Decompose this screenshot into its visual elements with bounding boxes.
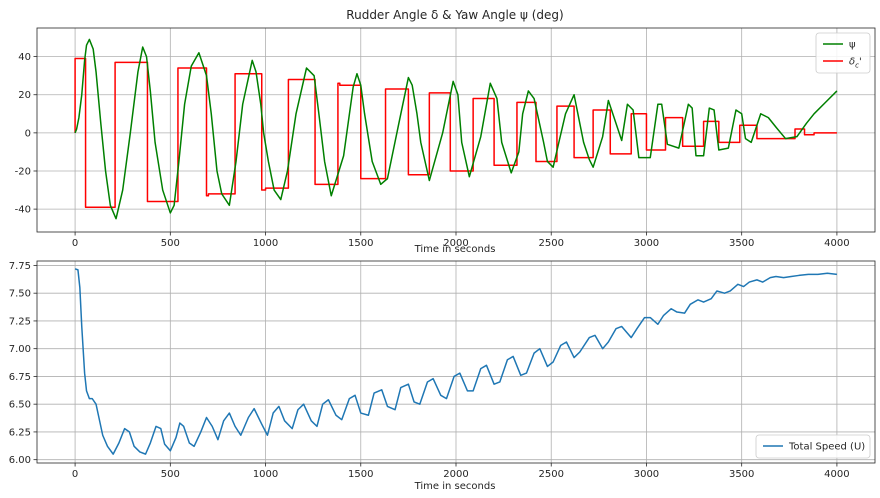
y-tick-label: 40 — [18, 52, 31, 63]
x-tick-label: 2500 — [539, 238, 564, 249]
y-tick-label: 7.00 — [9, 344, 31, 355]
ticks: 0 500 1000 1500 2000 2500 3000 3500 4000 -40 -20 0 2… — [15, 52, 850, 249]
chart-title: Rudder Angle δ & Yaw Angle ψ (deg) — [346, 8, 563, 22]
x-tick-label: 0 — [72, 469, 78, 480]
y-tick-label: -20 — [15, 166, 31, 177]
yaw-rudder-chart: Rudder Angle δ & Yaw Angle ψ (deg) 0 500 1… — [15, 8, 876, 255]
series-line — [74, 57, 837, 208]
x-tick-label: 1000 — [253, 238, 278, 249]
x-tick-label: 500 — [161, 238, 180, 249]
x-tick-label: 1500 — [348, 238, 373, 249]
legend-label: Total Speed (U) — [788, 442, 865, 453]
x-tick-label: 4000 — [824, 469, 849, 480]
grid — [37, 28, 875, 232]
y-tick-label: 6.75 — [9, 372, 31, 383]
y-tick-label: 6.25 — [9, 427, 31, 438]
series-group — [74, 38, 838, 220]
legend: Total Speed (U) — [755, 434, 871, 459]
y-tick-label: 20 — [18, 90, 31, 101]
speed-chart: 0 500 1000 1500 2000 2500 3000 3500 4000 6.00 6.25… — [9, 260, 876, 492]
x-axis-label: Time in seconds — [414, 481, 496, 492]
series-group — [74, 268, 837, 455]
x-tick-label: 2000 — [443, 238, 468, 249]
x-axis-label: Time in seconds — [414, 244, 496, 255]
y-tick-label: 6.50 — [9, 400, 31, 411]
legend-label: ψ — [849, 40, 856, 51]
x-tick-label: 4000 — [824, 238, 849, 249]
ticks: 0 500 1000 1500 2000 2500 3000 3500 4000 6.00 6.25… — [9, 261, 850, 480]
legend-box — [755, 434, 871, 459]
y-tick-label: 7.75 — [9, 261, 31, 272]
y-tick-label: 6.00 — [9, 455, 31, 466]
x-tick-label: 1500 — [348, 469, 373, 480]
grid — [37, 261, 875, 463]
series-line — [74, 38, 838, 220]
legend-box — [815, 32, 871, 74]
legend-label: δc' — [849, 57, 862, 70]
x-tick-label: 500 — [161, 469, 180, 480]
y-tick-label: 7.50 — [9, 289, 31, 300]
y-tick-label: -40 — [15, 205, 31, 216]
series-line — [74, 268, 837, 455]
x-tick-label: 3000 — [634, 238, 659, 249]
legend: ψ δc' — [815, 32, 871, 74]
x-tick-label: 2000 — [443, 469, 468, 480]
x-tick-label: 0 — [72, 238, 78, 249]
x-tick-label: 1000 — [253, 469, 278, 480]
y-tick-label: 7.25 — [9, 316, 31, 327]
x-tick-label: 3000 — [634, 469, 659, 480]
x-tick-label: 3500 — [729, 238, 754, 249]
x-tick-label: 3500 — [729, 469, 754, 480]
y-tick-label: 0 — [25, 128, 31, 139]
x-tick-label: 2500 — [539, 469, 564, 480]
